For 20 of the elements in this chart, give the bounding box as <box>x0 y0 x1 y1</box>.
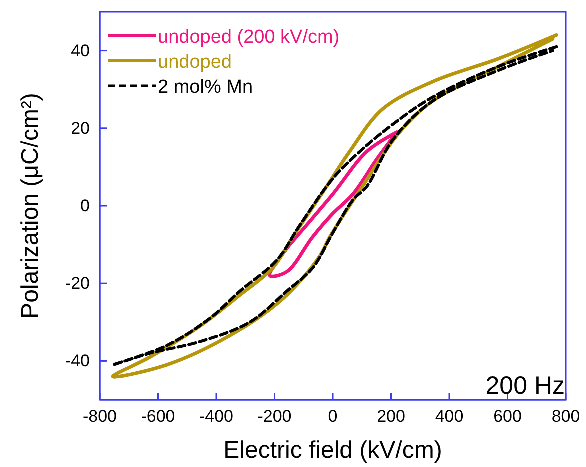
y-tick-label: -40 <box>65 352 90 371</box>
x-tick-label: 0 <box>328 406 338 426</box>
y-tick-label: -20 <box>65 274 90 294</box>
x-tick-label: -400 <box>199 406 234 426</box>
x-tick-label: 200 <box>377 406 406 426</box>
y-tick-label: 0 <box>80 196 90 216</box>
x-tick-label: -200 <box>258 406 292 426</box>
y-tick-label: 40 <box>71 41 90 60</box>
legend-label: undoped (200 kV/cm) <box>158 27 340 48</box>
legend-label: 2 mol% Mn <box>158 77 254 98</box>
y-axis-title: Polarization (μC/cm²) <box>17 93 44 319</box>
y-tick-label: 20 <box>71 118 90 138</box>
x-tick-label: -800 <box>82 406 118 426</box>
x-tick-label: 600 <box>494 406 522 426</box>
annotation: 200 Hz <box>486 372 565 400</box>
x-tick-label: -600 <box>141 406 176 426</box>
x-axis-title: Electric field (kV/cm) <box>224 437 442 464</box>
x-tick-label: 400 <box>435 406 464 426</box>
legend-label: undoped <box>158 52 232 73</box>
x-tick-label: 800 <box>552 406 580 426</box>
